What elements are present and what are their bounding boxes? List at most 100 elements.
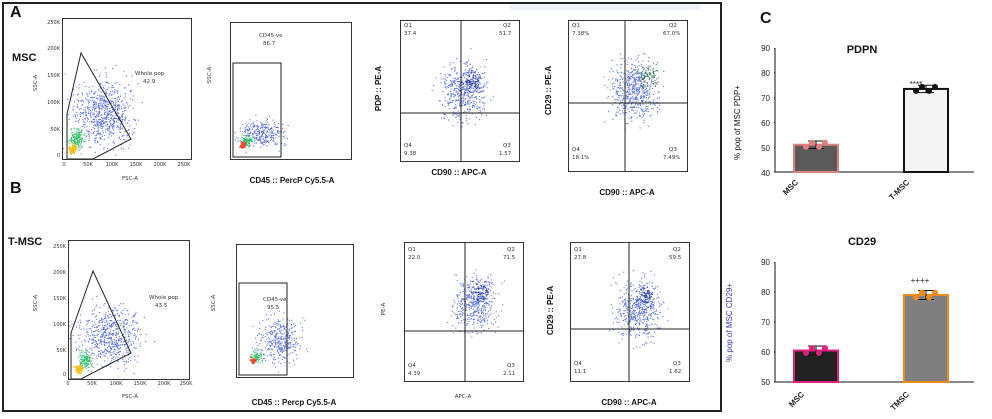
event-dot xyxy=(620,67,622,69)
event-dot xyxy=(479,75,481,77)
event-dot xyxy=(252,360,255,363)
event-dot xyxy=(80,99,82,101)
event-dot xyxy=(117,352,119,354)
event-dot xyxy=(85,361,87,363)
event-dot xyxy=(267,349,269,351)
event-dot xyxy=(268,332,271,334)
event-dot xyxy=(654,70,656,72)
event-dot xyxy=(642,307,644,309)
event-dot xyxy=(478,88,481,90)
event-dot xyxy=(265,123,268,125)
event-dot xyxy=(648,97,650,99)
event-dot xyxy=(647,84,649,86)
replicate-dot xyxy=(932,289,938,296)
event-dot xyxy=(616,70,618,72)
event-dot xyxy=(125,109,127,111)
event-dot xyxy=(250,137,252,140)
event-dot xyxy=(120,115,122,117)
event-dot xyxy=(85,349,88,351)
event-dot xyxy=(264,137,267,139)
event-dot xyxy=(635,101,637,103)
event-dot xyxy=(91,363,94,365)
event-dot xyxy=(627,108,629,110)
event-dot xyxy=(643,122,645,124)
event-dot xyxy=(109,332,111,334)
event-dot xyxy=(643,312,645,314)
event-dot xyxy=(93,69,96,71)
event-dot xyxy=(459,310,461,312)
event-dot xyxy=(630,326,632,328)
event-dot xyxy=(634,319,636,321)
event-dot xyxy=(117,367,119,369)
event-dot xyxy=(109,313,111,315)
event-dot xyxy=(466,299,468,301)
event-dot xyxy=(88,130,90,132)
event-dot xyxy=(89,361,91,363)
event-dot xyxy=(447,93,449,95)
replicate-dot xyxy=(926,87,932,94)
event-dot xyxy=(279,320,281,322)
replicate-dot xyxy=(913,294,919,301)
event-dot xyxy=(468,108,470,110)
event-dot xyxy=(102,130,104,132)
event-dot xyxy=(642,101,644,103)
event-dot xyxy=(104,99,106,101)
y-tick: 150K xyxy=(47,73,60,79)
event-dot xyxy=(627,86,629,88)
event-dot xyxy=(633,91,635,93)
event-dot xyxy=(630,315,632,317)
event-dot xyxy=(250,354,252,356)
event-dot xyxy=(291,331,293,333)
event-dot xyxy=(640,73,642,75)
event-dot xyxy=(262,353,264,355)
event-dot xyxy=(120,138,122,141)
event-dot xyxy=(481,326,483,329)
event-dot xyxy=(128,345,130,347)
event-dot xyxy=(257,139,259,141)
event-dot xyxy=(634,87,636,89)
event-dot xyxy=(469,301,471,303)
event-dot xyxy=(477,288,480,290)
event-dot xyxy=(270,331,272,333)
event-dot xyxy=(441,117,443,119)
event-dot xyxy=(122,309,124,312)
event-dot xyxy=(109,92,111,94)
event-dot xyxy=(270,136,272,138)
event-dot xyxy=(81,360,84,362)
event-dot xyxy=(482,291,484,294)
event-dot xyxy=(627,300,629,302)
event-dot xyxy=(118,331,120,333)
event-dot xyxy=(95,137,97,139)
event-dot xyxy=(257,361,259,364)
event-dot xyxy=(461,299,463,301)
event-dot xyxy=(490,322,493,324)
event-dot xyxy=(135,336,137,339)
event-dot xyxy=(92,118,94,121)
event-dot xyxy=(623,324,625,326)
event-dot xyxy=(467,123,469,125)
event-dot xyxy=(96,334,99,336)
event-dot xyxy=(445,76,447,78)
event-dot xyxy=(81,92,83,94)
event-dot xyxy=(306,348,308,350)
event-dot xyxy=(642,300,644,303)
event-dot xyxy=(113,120,116,122)
event-dot xyxy=(469,80,471,82)
event-dot xyxy=(476,278,478,280)
event-dot xyxy=(93,139,96,142)
event-dot xyxy=(453,299,455,301)
event-dot xyxy=(251,128,254,130)
event-dot xyxy=(452,113,454,116)
event-dot xyxy=(658,108,660,110)
event-dot xyxy=(116,118,118,120)
event-dot xyxy=(86,106,88,108)
event-dot xyxy=(250,356,253,359)
event-dot xyxy=(239,140,241,142)
event-dot xyxy=(279,338,281,340)
event-dot xyxy=(613,85,616,88)
event-dot xyxy=(652,71,655,73)
event-dot xyxy=(137,338,140,340)
event-dot xyxy=(124,130,126,133)
event-dot xyxy=(630,294,632,296)
event-dot xyxy=(88,338,91,340)
